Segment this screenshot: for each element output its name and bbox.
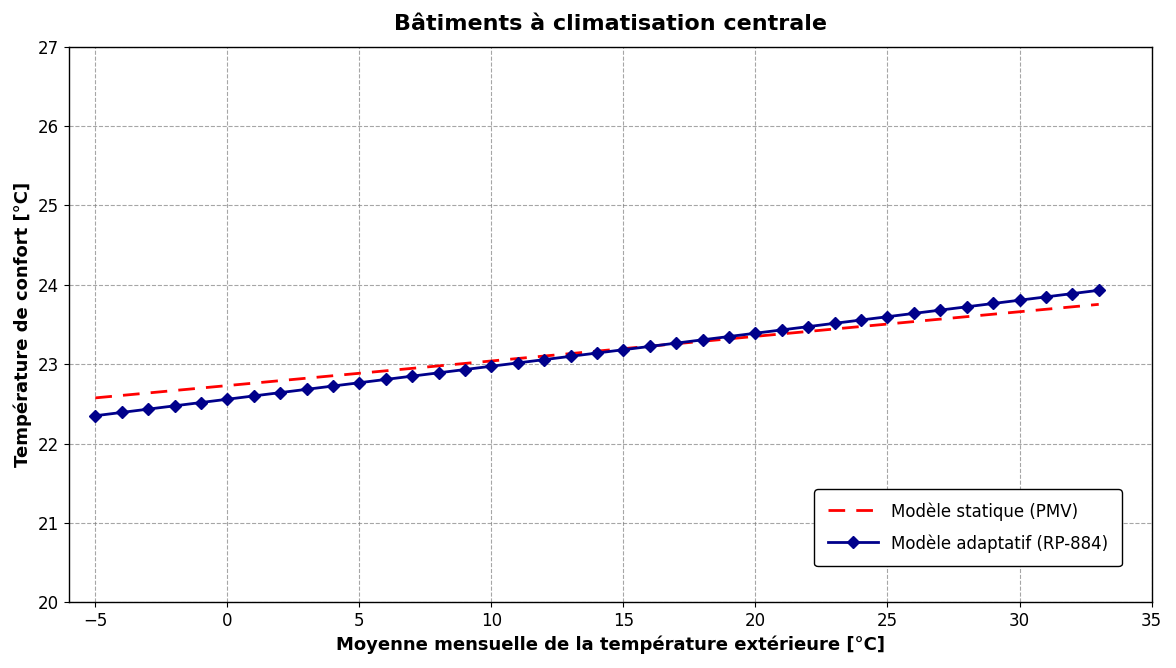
Modèle adaptatif (RP-884) [590, 349, 604, 357]
Modèle adaptatif (RP-884) [934, 306, 948, 314]
Modèle statique (PMV) [590, 347, 604, 355]
Modèle statique (PMV) [247, 379, 261, 387]
Modèle statique (PMV) [985, 310, 1000, 318]
Modèle statique (PMV) [828, 325, 842, 333]
Modèle adaptatif (RP-884) [510, 359, 524, 367]
Modèle adaptatif (RP-884) [960, 303, 974, 311]
Modèle statique (PMV) [406, 364, 420, 372]
Modèle adaptatif (RP-884) [1013, 296, 1027, 304]
Modèle statique (PMV) [881, 320, 895, 328]
Modèle adaptatif (RP-884) [485, 362, 499, 370]
Modèle adaptatif (RP-884) [141, 405, 155, 413]
Modèle statique (PMV) [457, 359, 472, 367]
Modèle adaptatif (RP-884) [985, 299, 1000, 307]
Modèle adaptatif (RP-884) [775, 326, 789, 334]
Modèle adaptatif (RP-884) [406, 372, 420, 380]
Modèle statique (PMV) [801, 327, 815, 335]
Modèle statique (PMV) [748, 333, 762, 341]
Modèle adaptatif (RP-884) [801, 323, 815, 331]
Modèle adaptatif (RP-884) [194, 399, 208, 407]
Modèle statique (PMV) [616, 345, 630, 353]
Modèle adaptatif (RP-884) [907, 309, 921, 317]
Modèle adaptatif (RP-884) [828, 319, 842, 327]
Modèle adaptatif (RP-884) [432, 369, 446, 377]
Modèle adaptatif (RP-884) [695, 336, 709, 344]
Modèle statique (PMV) [167, 387, 181, 395]
Modèle adaptatif (RP-884) [88, 411, 102, 420]
Modèle adaptatif (RP-884) [1091, 287, 1105, 295]
Modèle adaptatif (RP-884) [247, 392, 261, 400]
Modèle adaptatif (RP-884) [881, 313, 895, 321]
Modèle statique (PMV) [432, 362, 446, 370]
X-axis label: Moyenne mensuelle de la température extérieure [°C]: Moyenne mensuelle de la température exté… [335, 636, 884, 654]
Modèle adaptatif (RP-884) [1065, 290, 1080, 298]
Modèle adaptatif (RP-884) [722, 333, 736, 341]
Modèle statique (PMV) [563, 349, 577, 357]
Modèle statique (PMV) [669, 340, 683, 348]
Modèle statique (PMV) [960, 313, 974, 321]
Modèle statique (PMV) [775, 330, 789, 338]
Modèle adaptatif (RP-884) [643, 343, 657, 351]
Modèle adaptatif (RP-884) [854, 316, 868, 324]
Modèle statique (PMV) [326, 371, 340, 379]
Modèle statique (PMV) [854, 323, 868, 331]
Modèle adaptatif (RP-884) [563, 352, 577, 360]
Modèle statique (PMV) [1013, 308, 1027, 316]
Modèle adaptatif (RP-884) [537, 355, 552, 363]
Modèle adaptatif (RP-884) [748, 329, 762, 337]
Modèle adaptatif (RP-884) [1038, 293, 1053, 301]
Modèle statique (PMV) [1065, 303, 1080, 311]
Modèle statique (PMV) [379, 367, 393, 375]
Title: Bâtiments à climatisation centrale: Bâtiments à climatisation centrale [394, 14, 827, 34]
Legend: Modèle statique (PMV), Modèle adaptatif (RP-884): Modèle statique (PMV), Modèle adaptatif … [815, 489, 1122, 566]
Modèle statique (PMV) [1091, 301, 1105, 309]
Modèle statique (PMV) [907, 317, 921, 325]
Modèle adaptatif (RP-884) [457, 365, 472, 373]
Modèle statique (PMV) [1038, 305, 1053, 313]
Modèle statique (PMV) [141, 389, 155, 397]
Modèle adaptatif (RP-884) [326, 382, 340, 390]
Y-axis label: Température de confort [°C]: Température de confort [°C] [14, 182, 33, 467]
Modèle statique (PMV) [115, 391, 129, 399]
Modèle statique (PMV) [722, 335, 736, 343]
Modèle statique (PMV) [510, 355, 524, 363]
Modèle statique (PMV) [220, 381, 234, 389]
Modèle statique (PMV) [300, 374, 314, 382]
Modèle statique (PMV) [643, 342, 657, 350]
Modèle adaptatif (RP-884) [273, 389, 287, 397]
Modèle statique (PMV) [273, 377, 287, 385]
Modèle statique (PMV) [353, 369, 367, 377]
Modèle adaptatif (RP-884) [220, 395, 234, 403]
Modèle adaptatif (RP-884) [167, 402, 181, 410]
Modèle statique (PMV) [194, 384, 208, 392]
Line: Modèle statique (PMV): Modèle statique (PMV) [95, 305, 1098, 398]
Modèle statique (PMV) [88, 394, 102, 402]
Modèle statique (PMV) [485, 357, 499, 365]
Modèle adaptatif (RP-884) [616, 346, 630, 354]
Modèle adaptatif (RP-884) [669, 339, 683, 347]
Modèle adaptatif (RP-884) [379, 375, 393, 383]
Modèle adaptatif (RP-884) [115, 408, 129, 416]
Modèle adaptatif (RP-884) [300, 385, 314, 393]
Modèle statique (PMV) [934, 315, 948, 323]
Modèle statique (PMV) [695, 337, 709, 345]
Line: Modèle adaptatif (RP-884): Modèle adaptatif (RP-884) [92, 286, 1103, 420]
Modèle adaptatif (RP-884) [353, 379, 367, 387]
Modèle statique (PMV) [537, 352, 552, 360]
